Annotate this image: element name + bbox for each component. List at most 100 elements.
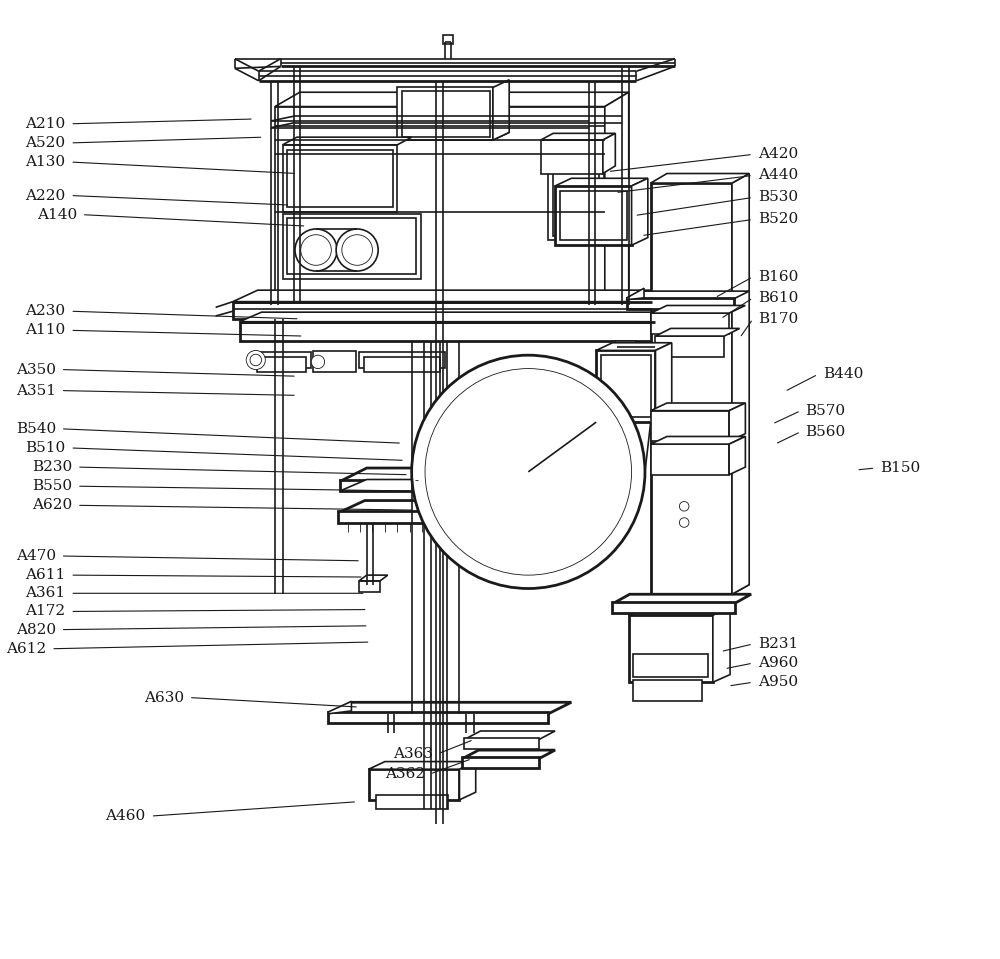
Bar <box>651 444 729 475</box>
Text: A220: A220 <box>25 189 65 202</box>
Polygon shape <box>328 702 571 713</box>
Text: A950: A950 <box>758 675 798 690</box>
Polygon shape <box>651 585 749 595</box>
Polygon shape <box>603 133 615 174</box>
Polygon shape <box>713 608 730 682</box>
Bar <box>359 352 445 367</box>
Circle shape <box>518 433 531 447</box>
Text: A210: A210 <box>25 117 65 130</box>
Polygon shape <box>493 80 509 140</box>
Circle shape <box>301 235 331 266</box>
Polygon shape <box>627 292 749 300</box>
Bar <box>548 164 604 241</box>
Bar <box>338 511 533 523</box>
Text: B540: B540 <box>16 422 56 435</box>
Polygon shape <box>369 761 476 769</box>
Circle shape <box>679 518 689 527</box>
Bar <box>629 616 713 682</box>
Text: B170: B170 <box>758 312 798 326</box>
Text: A172: A172 <box>25 604 65 619</box>
Text: A420: A420 <box>758 148 798 161</box>
Bar <box>252 352 311 367</box>
Text: B520: B520 <box>758 212 798 226</box>
Bar <box>651 410 729 441</box>
Text: B160: B160 <box>758 269 798 284</box>
Text: B230: B230 <box>32 460 72 474</box>
Bar <box>287 219 416 274</box>
Circle shape <box>342 235 372 266</box>
Text: B570: B570 <box>806 404 846 418</box>
Bar <box>633 653 708 677</box>
Bar <box>615 340 636 352</box>
Bar <box>596 350 655 422</box>
Bar <box>359 581 380 593</box>
Circle shape <box>295 229 337 271</box>
Text: A612: A612 <box>6 642 46 656</box>
Polygon shape <box>338 501 560 513</box>
Bar <box>283 214 421 279</box>
Text: B530: B530 <box>758 191 798 204</box>
Polygon shape <box>240 313 677 321</box>
Text: B510: B510 <box>25 441 65 455</box>
Circle shape <box>250 354 262 365</box>
Bar <box>633 680 702 701</box>
Bar <box>612 602 735 614</box>
Polygon shape <box>729 403 745 441</box>
Text: B150: B150 <box>880 461 920 475</box>
Text: A110: A110 <box>25 323 65 338</box>
Polygon shape <box>596 342 672 350</box>
Text: A460: A460 <box>106 809 146 823</box>
Bar <box>376 795 448 809</box>
Text: A350: A350 <box>16 363 56 377</box>
Polygon shape <box>555 178 648 186</box>
Polygon shape <box>612 595 751 604</box>
Polygon shape <box>732 174 749 595</box>
Polygon shape <box>627 289 644 300</box>
Bar <box>257 357 306 372</box>
Polygon shape <box>651 436 745 444</box>
Polygon shape <box>632 178 648 246</box>
Polygon shape <box>629 608 730 616</box>
Text: A620: A620 <box>32 499 72 512</box>
Polygon shape <box>359 575 388 581</box>
Text: A611: A611 <box>25 568 65 582</box>
Bar <box>464 737 539 749</box>
Polygon shape <box>729 436 745 475</box>
Bar <box>541 140 603 174</box>
Polygon shape <box>651 174 749 183</box>
Bar <box>397 87 493 140</box>
Polygon shape <box>655 328 740 336</box>
Text: A470: A470 <box>16 549 56 563</box>
Bar <box>462 757 539 768</box>
Circle shape <box>516 503 535 522</box>
Bar <box>655 336 724 357</box>
Bar <box>627 298 734 310</box>
Polygon shape <box>651 306 745 314</box>
Bar <box>512 499 539 526</box>
Bar <box>514 466 535 487</box>
Circle shape <box>679 502 689 511</box>
Polygon shape <box>340 480 558 491</box>
Polygon shape <box>275 92 629 106</box>
Bar <box>283 145 397 212</box>
Circle shape <box>516 503 535 522</box>
Polygon shape <box>233 291 675 302</box>
Text: A230: A230 <box>25 304 65 318</box>
Circle shape <box>518 470 531 483</box>
Text: A440: A440 <box>758 169 798 182</box>
Text: A820: A820 <box>16 622 56 637</box>
Bar <box>313 351 356 372</box>
Text: A363: A363 <box>393 747 433 760</box>
Bar <box>328 712 548 723</box>
Bar <box>651 183 732 595</box>
Text: B560: B560 <box>806 425 846 438</box>
Polygon shape <box>651 403 745 410</box>
Polygon shape <box>605 92 629 298</box>
Text: A361: A361 <box>25 586 65 600</box>
Circle shape <box>336 229 378 271</box>
Bar <box>601 355 651 417</box>
Polygon shape <box>655 313 677 340</box>
Bar <box>240 321 655 340</box>
Bar <box>555 186 632 246</box>
Bar <box>233 302 652 318</box>
